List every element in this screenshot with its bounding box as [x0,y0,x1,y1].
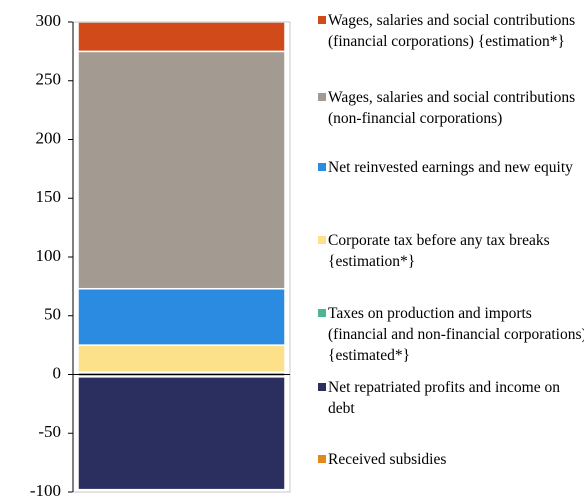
chart: -100 -50 0 50 100 150 200 250 300 [30,11,291,500]
legend-label: Wages, salaries and social contributions… [328,89,576,127]
legend-item: Corporate tax before any tax breaks {est… [314,230,584,272]
legend-label: Taxes on production and imports (financi… [328,305,584,364]
legend-label: Net reinvested earnings and new equity [328,159,573,176]
legend-item: Received subsidies [314,449,584,470]
legend-swatch [318,163,326,171]
bar-segment [77,344,286,373]
legend-label: Net repatriated profits and income on de… [328,379,560,417]
legend-item: Wages, salaries and social contributions… [314,10,584,52]
bar-segment [77,50,286,290]
y-tick-label: 100 [36,246,62,265]
legend-swatch [318,16,326,24]
legend-swatch [318,236,326,244]
bar-segment [77,376,286,491]
y-tick-label: 150 [36,187,62,206]
legend-item: Net reinvested earnings and new equity [314,157,584,178]
bar-segment [77,287,286,346]
legend-item: Wages, salaries and social contributions… [314,87,584,129]
legend-swatch [318,383,326,391]
y-tick-label: 0 [53,363,62,382]
legend-swatch [318,93,326,101]
bar-segment [77,21,286,53]
y-tick-label: 250 [36,70,62,89]
legend-swatch [318,309,326,317]
legend-label: Wages, salaries and social contributions… [328,12,576,50]
legend-item: Net repatriated profits and income on de… [314,377,584,419]
legend-item: Taxes on production and imports (financi… [314,303,584,366]
y-tick-label: 300 [36,11,62,30]
legend-swatch [318,455,326,463]
legend-label: Corporate tax before any tax breaks {est… [328,232,550,270]
legend-label: Received subsidies [328,451,447,468]
y-tick-label: 50 [44,305,61,324]
y-tick-label: -100 [30,481,61,500]
y-tick-label: -50 [38,422,61,441]
y-tick-label: 200 [36,128,62,147]
